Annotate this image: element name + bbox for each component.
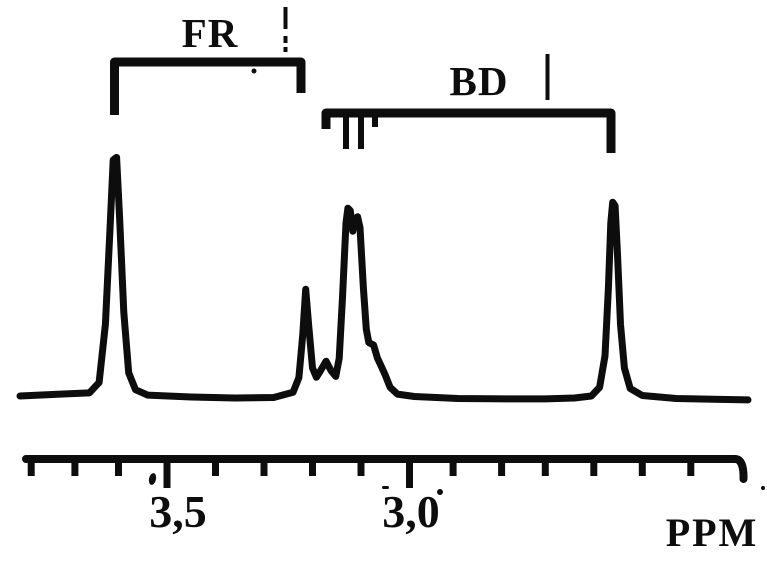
x-axis-ticks [27,456,695,488]
x-tick-label-3-5: 3,5 [149,486,207,537]
scan-speckle [437,489,443,495]
scan-speckle [382,486,389,489]
bd-bracket [321,108,616,153]
fr-annotation-label: FR [182,10,239,56]
x-tick-label-3-0: 3,0 [382,486,440,537]
x-axis-unit-label: PPM [666,510,759,555]
scan-speckle [251,68,257,74]
fr-bracket [110,57,306,115]
scan-speckles [148,68,765,495]
scan-speckle [148,473,157,485]
x-axis-line [22,455,748,483]
scan-speckle [761,486,765,490]
spectrum-trace [16,153,752,404]
bd-bracket-subpeak-ticks [343,114,378,149]
bd-annotation-label: BD [450,58,509,104]
